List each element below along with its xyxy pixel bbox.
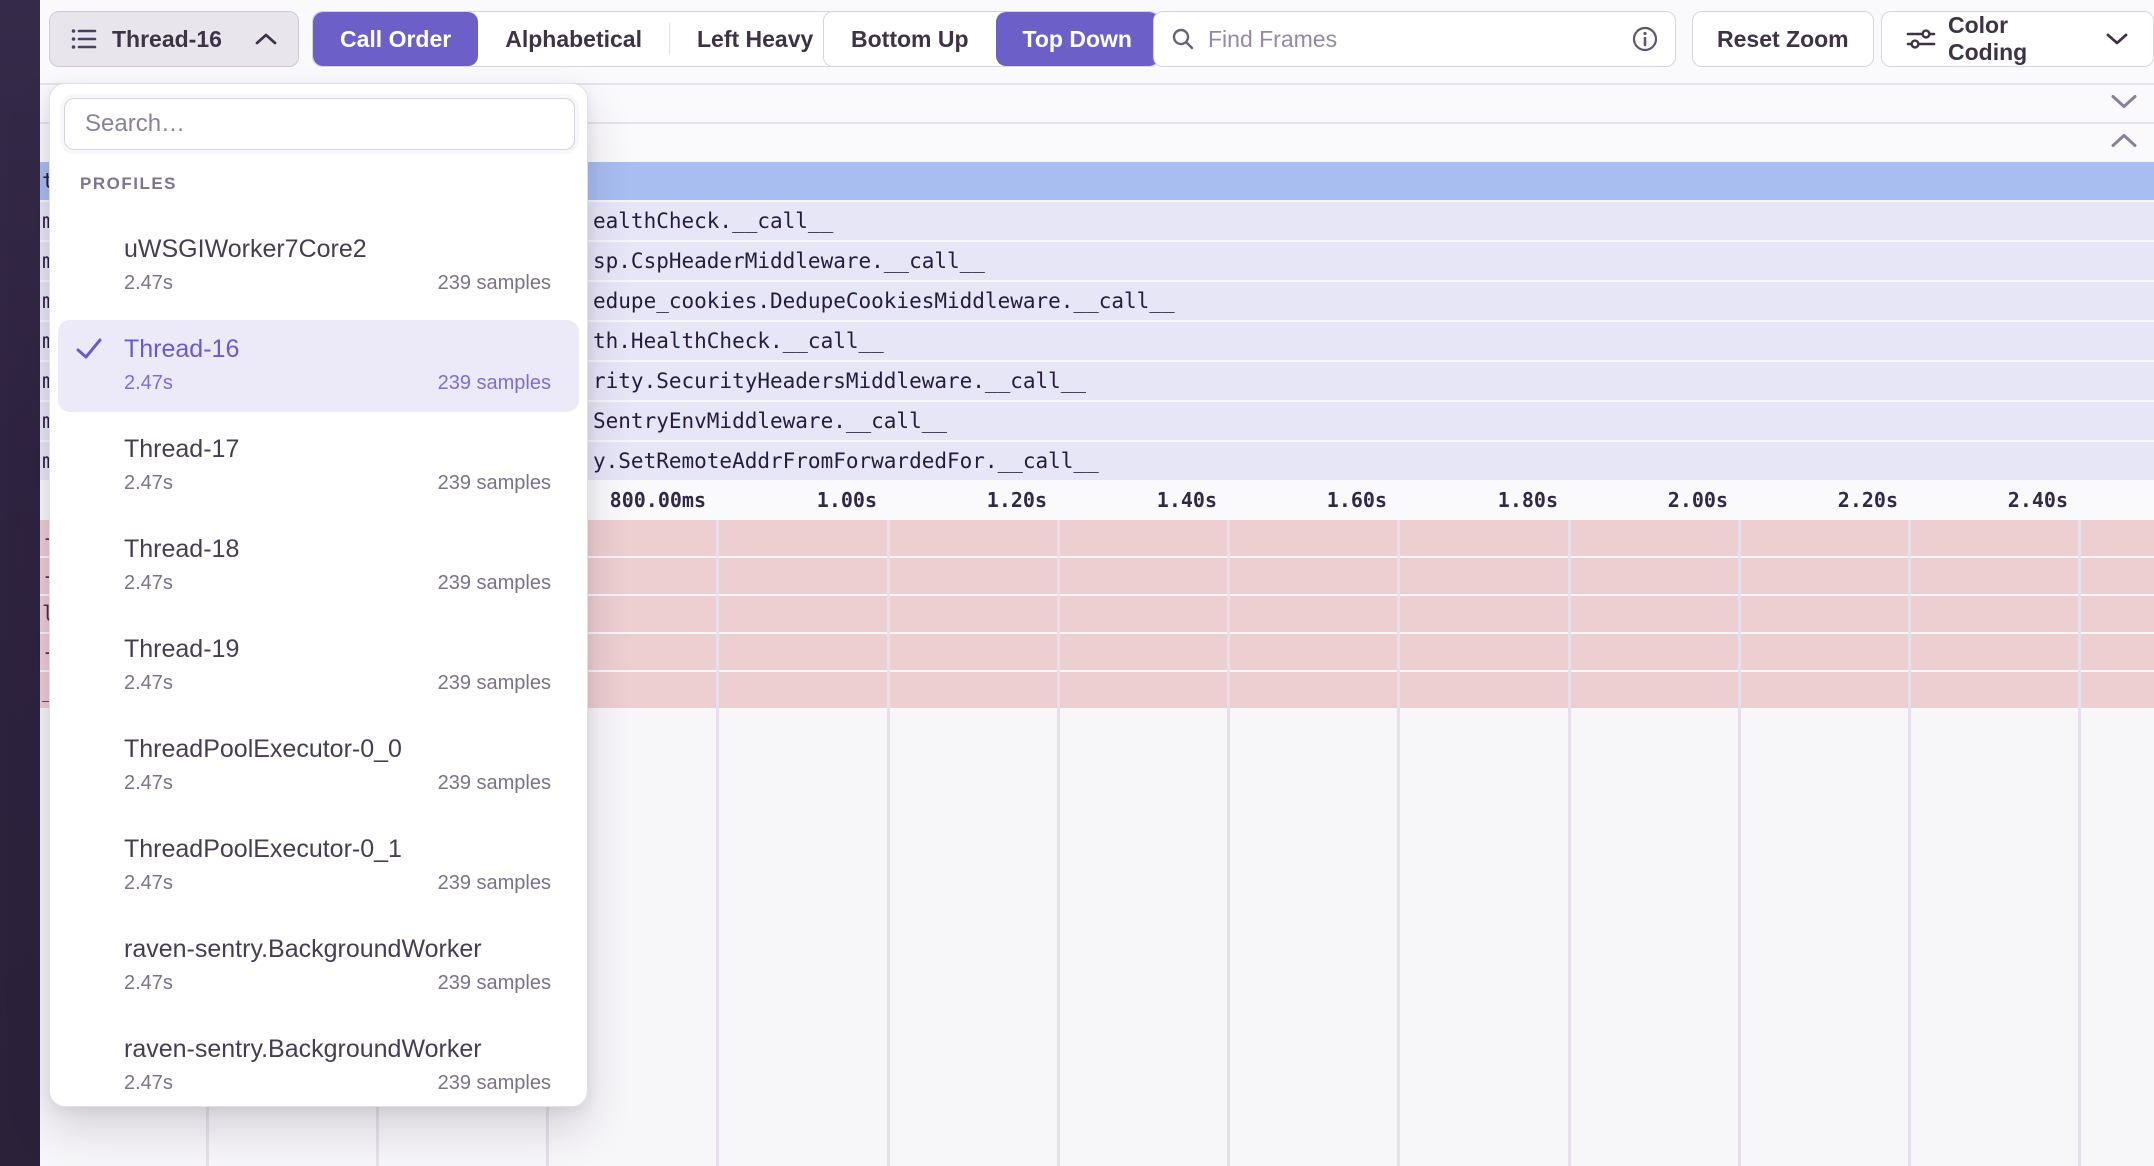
profile-option[interactable]: ThreadPoolExecutor-0_0 2.47s 239 samples bbox=[58, 720, 579, 812]
profile-duration: 2.47s bbox=[124, 672, 173, 694]
time-axis: 800.00ms 1.00s 1.20s 1.40s 1.60s 1.80s 2… bbox=[40, 480, 2154, 520]
grid-line bbox=[1738, 520, 1741, 1166]
profile-option[interactable]: ThreadPoolExecutor-0_1 2.47s 239 samples bbox=[58, 820, 579, 912]
profiles-list: uWSGIWorker7Core2 2.47s 239 samples Threa… bbox=[58, 220, 579, 1106]
frame-label: sp.CspHeaderMiddleware.__call__ bbox=[593, 249, 985, 273]
profile-samples: 239 samples bbox=[437, 672, 551, 694]
profiling-flamechart-stage: t m ealthCheck.__call__ m sp.CspHeaderMi… bbox=[40, 0, 2154, 1166]
profile-samples: 239 samples bbox=[437, 972, 551, 994]
tick-label: 1.60s bbox=[1326, 488, 1387, 512]
profile-name: ThreadPoolExecutor-0_0 bbox=[124, 735, 402, 763]
frame-label: th.HealthCheck.__call__ bbox=[593, 329, 884, 353]
profile-samples: 239 samples bbox=[437, 372, 551, 394]
thread-selector-button[interactable]: Thread-16 bbox=[49, 11, 299, 67]
profile-name: Thread-18 bbox=[124, 535, 240, 563]
frame-label: rity.SecurityHeadersMiddleware.__call__ bbox=[593, 369, 1087, 393]
profile-duration: 2.47s bbox=[124, 372, 173, 394]
tick-label: 1.80s bbox=[1497, 488, 1558, 512]
thread-selector-label: Thread-16 bbox=[112, 25, 222, 52]
frame-label: SentryEnvMiddleware.__call__ bbox=[593, 409, 948, 433]
profiles-section-label: PROFILES bbox=[80, 174, 178, 193]
profile-duration: 2.47s bbox=[124, 872, 173, 894]
color-coding-button[interactable]: Color Coding bbox=[1881, 11, 2154, 67]
tab-top-down[interactable]: Top Down bbox=[995, 12, 1159, 66]
tab-call-order[interactable]: Call Order bbox=[313, 12, 479, 66]
profile-option[interactable]: uWSGIWorker7Core2 2.47s 239 samples bbox=[58, 220, 579, 312]
info-icon[interactable] bbox=[1631, 25, 1659, 53]
tick-label: 2.20s bbox=[1837, 488, 1898, 512]
sliders-icon bbox=[1906, 26, 1936, 52]
frame-label: ealthCheck.__call__ bbox=[593, 209, 834, 233]
profile-samples: 239 samples bbox=[437, 472, 551, 494]
profile-samples: 239 samples bbox=[437, 572, 551, 594]
tick-label: 2.40s bbox=[2007, 488, 2068, 512]
tab-alphabetical[interactable]: Alphabetical bbox=[505, 25, 642, 52]
profile-duration: 2.47s bbox=[124, 572, 173, 594]
profile-name: raven-sentry.BackgroundWorker bbox=[124, 1035, 482, 1063]
tick-label: 1.40s bbox=[1156, 488, 1217, 512]
profile-samples: 239 samples bbox=[437, 872, 551, 894]
tab-left-heavy[interactable]: Left Heavy bbox=[696, 25, 814, 52]
sort-order-tabs: Call Order Alphabetical Left Heavy bbox=[312, 11, 842, 67]
flamechart-toolbar: Thread-16 Call Order Alphabetical Left H… bbox=[40, 0, 2154, 83]
tick-label: 800.00ms bbox=[609, 488, 706, 512]
frame-label: y.SetRemoteAddrFromForwardedFor.__call__ bbox=[593, 449, 1099, 473]
direction-tabs: Bottom Up Top Down bbox=[823, 11, 1160, 67]
profile-duration: 2.47s bbox=[124, 472, 173, 494]
grid-line bbox=[887, 520, 890, 1166]
reset-zoom-button[interactable]: Reset Zoom bbox=[1692, 11, 1874, 67]
profile-option[interactable]: raven-sentry.BackgroundWorker 2.47s 239 s… bbox=[58, 920, 579, 1012]
app-sidebar-strip bbox=[0, 0, 40, 1166]
grid-line bbox=[1057, 520, 1060, 1166]
profile-name: raven-sentry.BackgroundWorker bbox=[124, 935, 482, 963]
color-coding-label: Color Coding bbox=[1948, 12, 2028, 65]
chevron-up-icon[interactable] bbox=[2110, 133, 2138, 154]
profile-samples: 239 samples bbox=[437, 272, 551, 294]
profile-name: uWSGIWorker7Core2 bbox=[124, 235, 367, 263]
profile-name: ThreadPoolExecutor-0_1 bbox=[124, 835, 402, 863]
profile-duration: 2.47s bbox=[124, 1072, 173, 1094]
list-icon bbox=[70, 26, 98, 52]
profile-option[interactable]: Thread-17 2.47s 239 samples bbox=[58, 420, 579, 512]
profile-duration: 2.47s bbox=[124, 972, 173, 994]
profile-option[interactable]: Thread-19 2.47s 239 samples bbox=[58, 620, 579, 712]
search-icon bbox=[1170, 26, 1196, 52]
tab-bottom-up[interactable]: Bottom Up bbox=[851, 25, 969, 52]
grid-line bbox=[716, 520, 719, 1166]
tick-label: 2.00s bbox=[1667, 488, 1728, 512]
divider bbox=[668, 23, 670, 55]
grid-line bbox=[1568, 520, 1571, 1166]
profile-option-selected[interactable]: Thread-16 2.47s 239 samples bbox=[58, 320, 579, 412]
tick-label: 1.00s bbox=[816, 488, 877, 512]
profiles-dropdown: PROFILES uWSGIWorker7Core2 2.47s 239 samp… bbox=[49, 83, 588, 1107]
profile-duration: 2.47s bbox=[124, 772, 173, 794]
chevron-up-icon bbox=[254, 32, 278, 46]
tick-label: 1.20s bbox=[986, 488, 1047, 512]
chevron-down-icon bbox=[2105, 32, 2129, 46]
chevron-down-icon[interactable] bbox=[2110, 93, 2138, 114]
profile-option[interactable]: raven-sentry.BackgroundWorker 2.47s 239 s… bbox=[58, 1020, 579, 1106]
find-frames-input[interactable] bbox=[1208, 25, 1619, 53]
profile-samples: 239 samples bbox=[437, 1072, 551, 1094]
profile-name: Thread-19 bbox=[124, 635, 240, 663]
find-frames-searchbox bbox=[1153, 11, 1676, 67]
check-icon bbox=[74, 336, 104, 367]
frame-label: edupe_cookies.DedupeCookiesMiddleware.__… bbox=[593, 289, 1175, 313]
profile-name: Thread-16 bbox=[124, 335, 240, 363]
grid-line bbox=[1397, 520, 1400, 1166]
grid-line bbox=[2078, 520, 2081, 1166]
profile-name: Thread-17 bbox=[124, 435, 240, 463]
profiles-search-input[interactable] bbox=[64, 98, 575, 150]
grid-line bbox=[1908, 520, 1911, 1166]
grid-line bbox=[1227, 520, 1230, 1166]
profile-duration: 2.47s bbox=[124, 272, 173, 294]
profile-samples: 239 samples bbox=[437, 772, 551, 794]
profile-option[interactable]: Thread-18 2.47s 239 samples bbox=[58, 520, 579, 612]
